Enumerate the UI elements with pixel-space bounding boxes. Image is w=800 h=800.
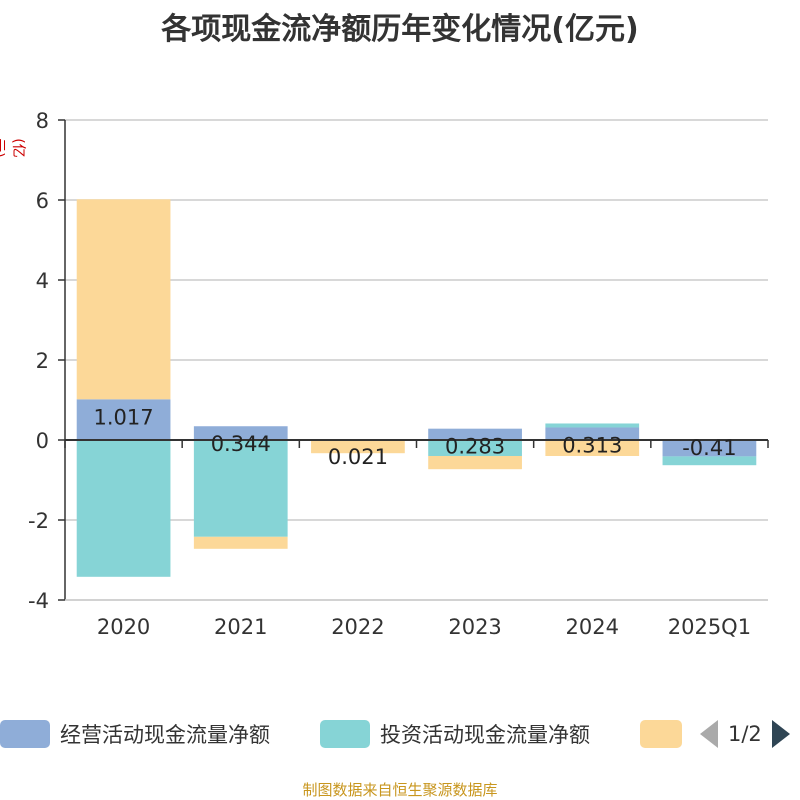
y-tick-label: 2: [36, 349, 49, 373]
x-tick-label-2022: 2022: [331, 615, 384, 639]
data-source: 制图数据来自恒生聚源数据库: [302, 781, 498, 799]
x-tick-label-2025Q1: 2025Q1: [668, 615, 751, 639]
legend: 经营活动现金流量净额 投资活动现金流量净额 1/2: [0, 716, 800, 752]
data-label-2023: 0.283: [445, 435, 505, 459]
legend-swatch-investing: [320, 720, 370, 748]
bar-operating-2024: [545, 427, 640, 440]
legend-item-financing[interactable]: [640, 716, 682, 752]
bar-financing-2020: [76, 199, 171, 400]
legend-swatch-operating: [0, 720, 50, 748]
bar-investing-2020: [76, 440, 171, 577]
y-tick-label: 6: [36, 189, 49, 213]
x-tick-label-2020: 2020: [97, 615, 150, 639]
bar-operating-2023: [428, 428, 522, 440]
legend-label-operating: 经营活动现金流量净额: [60, 723, 270, 747]
pager-prev-icon[interactable]: [700, 720, 718, 748]
bar-financing-2022: [311, 440, 405, 454]
cash-flow-chart: 8 6 4 2 0 -2 -4 1.017 0.344 0.021 0.283 0.313 -0.41 2…: [28, 109, 769, 639]
y-tick-label: 0: [36, 429, 49, 453]
bar-operating-2020: [76, 399, 171, 440]
pager-text: 1/2: [728, 722, 762, 746]
y-tick-label: 4: [36, 269, 49, 293]
y-tick-label: 8: [36, 109, 49, 133]
legend-label-investing: 投资活动现金流量净额: [380, 723, 590, 747]
bar-operating-2025Q1: [662, 440, 757, 457]
legend-pager: 1/2: [700, 716, 790, 752]
pager-next-icon[interactable]: [771, 720, 790, 748]
chart-title: 各项现金流净额历年变化情况(亿元): [161, 12, 639, 47]
bar-financing-2023: [428, 456, 522, 470]
y-tick-label: -4: [28, 589, 49, 613]
data-label-2022: 0.021: [328, 445, 388, 469]
data-label-2020: 1.017: [94, 405, 154, 429]
legend-item-operating[interactable]: 经营活动现金流量净额: [0, 716, 270, 752]
legend-swatch-financing: [640, 720, 682, 748]
bar-financing-2024: [545, 440, 640, 456]
x-tick-label-2024: 2024: [566, 615, 619, 639]
x-tick-label-2021: 2021: [214, 615, 267, 639]
bar-financing-2021: [193, 536, 288, 549]
x-tick-label-2023: 2023: [448, 615, 501, 639]
y-tick-label: -2: [28, 509, 49, 533]
bar-investing-2024: [545, 423, 640, 428]
data-label-2021: 0.344: [211, 432, 271, 456]
data-label-2025Q1: -0.41: [682, 436, 736, 460]
bar-investing-2021: [193, 440, 288, 537]
data-label-2024: 0.313: [562, 433, 622, 457]
bar-investing-2023: [428, 440, 522, 456]
bar-investing-2025Q1: [662, 456, 757, 466]
bar-operating-2021: [193, 426, 288, 440]
legend-item-investing[interactable]: 投资活动现金流量净额: [320, 716, 590, 752]
